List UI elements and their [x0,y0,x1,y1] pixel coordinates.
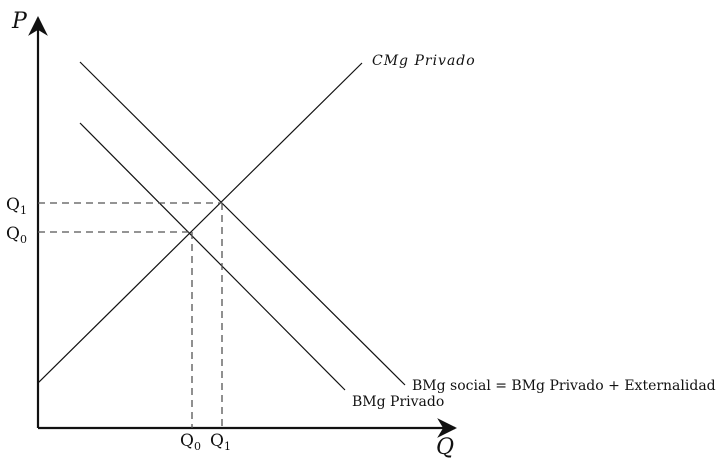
x-tick-label-second: Q1 [210,431,231,453]
y-tick-label-lower: Q0 [6,224,27,246]
y-tick-label-upper: Q1 [6,195,27,217]
private-demand-curve [79,122,346,391]
y-axis-label: P [11,9,28,34]
social-demand-curve [79,61,406,386]
private-demand-label: BMg Privado [352,394,444,410]
social-demand-label: BMg social = BMg Privado + Externalidad [412,378,716,394]
supply-curve-label: CMg Privado [372,53,476,69]
x-axis-label: Q [436,435,454,460]
supply-curve [37,62,363,384]
x-tick-label-first: Q0 [180,431,201,453]
